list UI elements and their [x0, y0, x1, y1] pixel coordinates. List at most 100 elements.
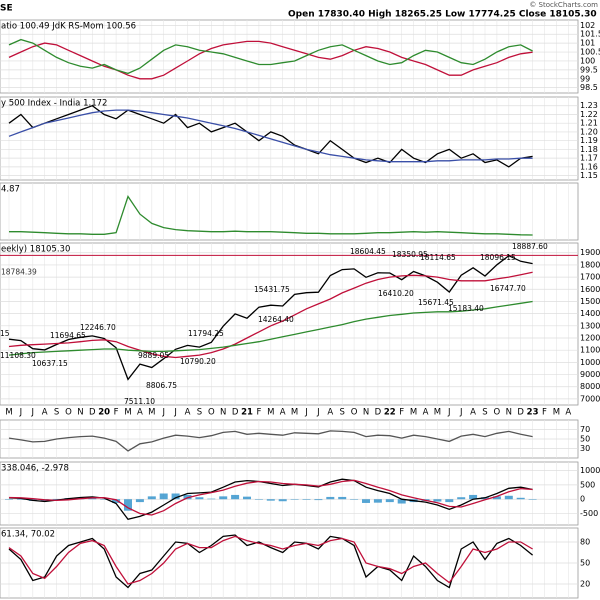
panel-label: y 500 Index - India 1.172 — [1, 99, 107, 109]
annotation: 8806.75 — [146, 381, 177, 390]
histogram-bar — [135, 499, 144, 503]
series-line — [8, 300, 533, 356]
series-line — [8, 109, 533, 163]
x-tick-label: F — [542, 408, 547, 418]
y-tick-label: 9000 — [580, 370, 600, 379]
x-tick-label: F — [256, 408, 261, 418]
annotation: 11694.65 — [50, 331, 86, 340]
histogram-bar — [469, 494, 478, 500]
histogram-bar — [528, 499, 537, 500]
panel-label: atio 100.49 JdK RS-Mom 100.56 — [1, 22, 136, 32]
x-tick-label: J — [316, 408, 320, 418]
histogram-bar — [278, 499, 287, 502]
symbol: SE — [0, 4, 13, 14]
y-tick-label: 30 — [580, 444, 590, 453]
x-tick-label: S — [339, 408, 344, 418]
histogram-bar — [254, 499, 263, 500]
x-tick-label: D — [375, 408, 382, 418]
y-tick-label: 19000 — [580, 248, 600, 257]
series-line — [8, 254, 533, 381]
annotation: 18604.45 — [350, 247, 386, 256]
y-tick-label: 100.5 — [580, 48, 600, 57]
histogram-bar — [290, 499, 299, 500]
histogram-bar — [504, 495, 513, 500]
x-tick-label: S — [54, 408, 59, 418]
y-tick-label: 13000 — [580, 321, 600, 330]
y-tick-label: 102 — [580, 21, 595, 30]
x-tick-label: S — [482, 408, 487, 418]
y-tick-label: 1.23 — [580, 101, 598, 110]
histogram-bar — [207, 498, 216, 500]
y-tick-label: 1.16 — [580, 162, 598, 171]
x-tick-label: F — [114, 408, 119, 418]
histogram-bar — [195, 497, 204, 500]
y-tick-label: 15000 — [580, 297, 600, 306]
y-tick-label: 1.15 — [580, 171, 598, 180]
x-tick-label: A — [565, 408, 571, 418]
histogram-bar — [124, 499, 132, 511]
y-tick-label: 12000 — [580, 334, 600, 343]
x-tick-label: D — [232, 408, 239, 418]
annotation: 15431.75 — [254, 285, 290, 294]
x-tick-label: J — [31, 408, 35, 418]
x-tick-label: D — [89, 408, 96, 418]
y-tick-label: 8000 — [580, 382, 600, 391]
x-tick-label: 21 — [241, 408, 253, 418]
histogram-bar — [159, 493, 168, 500]
x-tick-label: 23 — [527, 408, 539, 418]
series-line — [8, 535, 533, 585]
annotation: 18096.15 — [480, 253, 516, 262]
panel-frame — [0, 19, 579, 94]
y-tick-label: 101 — [580, 39, 595, 48]
x-tick-label: O — [65, 408, 72, 418]
annotation: 16747.70 — [490, 284, 526, 293]
histogram-bar — [147, 496, 156, 500]
x-tick-label: J — [447, 408, 451, 418]
y-tick-label: 18000 — [580, 260, 600, 269]
annotation: 7511.10 — [124, 397, 155, 406]
reference-label: 18784.39 — [1, 267, 37, 276]
credit: © StockCharts.com — [529, 1, 598, 9]
x-tick-label: 22 — [384, 408, 396, 418]
series-line — [8, 479, 533, 516]
annotation: 9889.05 — [138, 351, 169, 360]
panel-frame — [0, 461, 579, 526]
histogram-bar — [171, 493, 180, 500]
annotation: 18887.60 — [512, 242, 548, 251]
x-tick-label: M — [434, 408, 441, 418]
histogram-bar — [112, 499, 121, 503]
x-tick-label: A — [42, 408, 48, 418]
histogram-bar — [314, 499, 323, 501]
histogram-bar — [516, 497, 525, 500]
x-tick-label: J — [161, 408, 165, 418]
series-line — [9, 195, 533, 236]
x-tick-label: A — [137, 408, 143, 418]
x-tick-label: M — [553, 408, 560, 418]
histogram-bar — [433, 499, 442, 502]
y-tick-label: 1.18 — [580, 145, 598, 154]
y-tick-label: 1.20 — [580, 127, 598, 136]
y-tick-label: 80 — [580, 538, 590, 547]
y-tick-label: 16000 — [580, 285, 600, 294]
quote: Open 17830.40 High 18265.25 Low 17774.25… — [288, 10, 600, 20]
histogram-bar — [362, 499, 370, 503]
x-tick-label: F — [399, 408, 404, 418]
series-line — [8, 104, 533, 168]
panel-frame — [0, 182, 579, 241]
x-tick-label: O — [494, 408, 501, 418]
histogram-bar — [100, 499, 109, 500]
histogram-bar — [338, 496, 347, 500]
x-tick-label: A — [327, 408, 333, 418]
x-tick-label: A — [185, 408, 191, 418]
x-tick-label: D — [517, 408, 524, 418]
x-tick-label: M — [148, 408, 155, 418]
x-tick-label: J — [19, 408, 23, 418]
panel-label: 61.34, 70.02 — [1, 530, 55, 540]
histogram-bar — [231, 494, 240, 500]
series-line — [8, 430, 533, 452]
panel-frame — [0, 242, 579, 406]
histogram-bar — [219, 496, 228, 500]
x-tick-label: N — [506, 408, 512, 418]
x-tick-label: A — [280, 408, 286, 418]
